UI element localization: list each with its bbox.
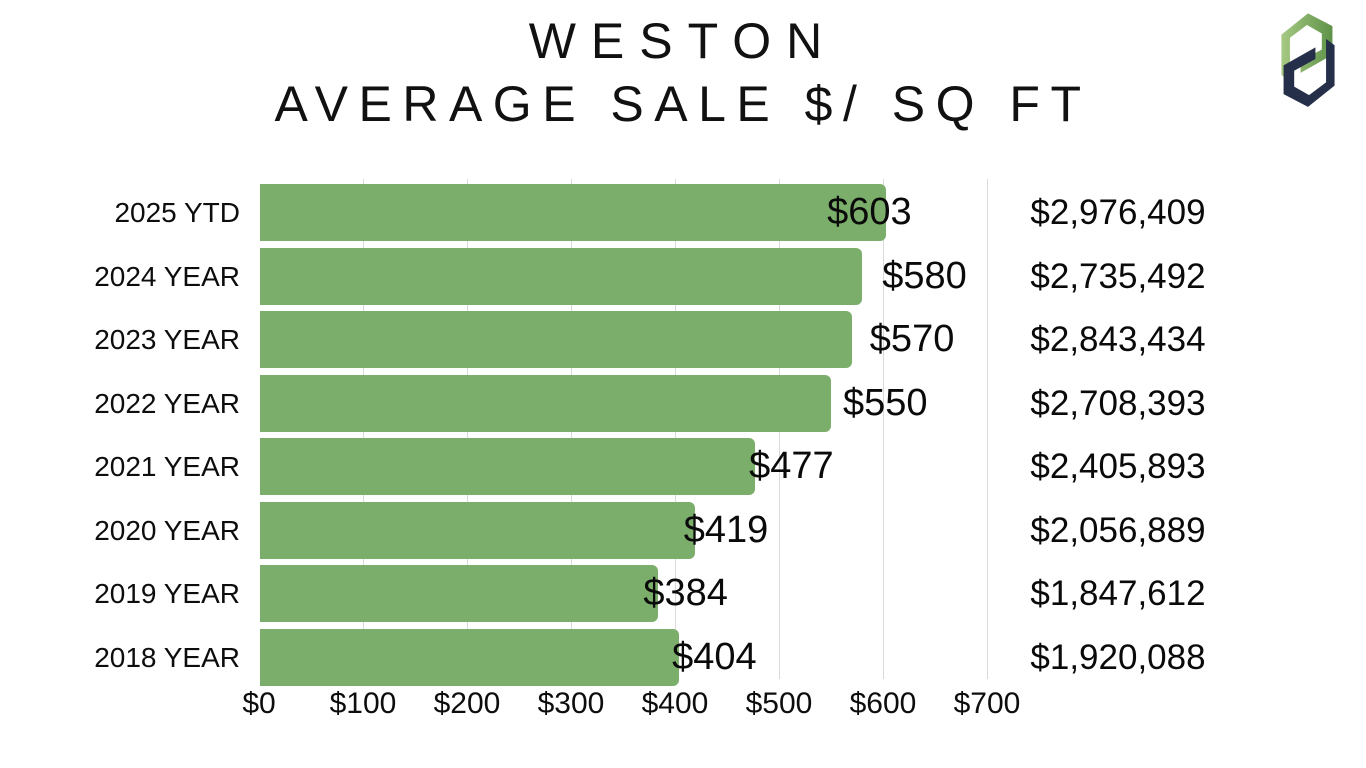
avg-sale-price-label: $2,708,393 xyxy=(1030,383,1206,423)
category-label: 2022 YEAR xyxy=(94,387,240,419)
bar-value-label: $477 xyxy=(749,445,834,487)
avg-sale-price-label: $2,735,492 xyxy=(1030,256,1206,296)
category-label: 2018 YEAR xyxy=(94,641,240,673)
avg-sale-price-label: $1,847,612 xyxy=(1030,574,1206,613)
x-axis-tick-label: $600 xyxy=(849,687,917,720)
x-axis-tick-label: $0 xyxy=(242,687,276,720)
logo-p-shape xyxy=(1281,13,1333,82)
gridline-600 xyxy=(883,179,884,679)
category-label: 2020 YEAR xyxy=(94,514,240,546)
avg-sale-price-label: $2,056,889 xyxy=(1030,510,1206,550)
avg-sale-price-label: $2,843,434 xyxy=(1030,320,1206,359)
bar xyxy=(260,184,887,241)
avg-sale-price-label: $2,976,409 xyxy=(1030,193,1206,232)
x-axis-tick-label: $300 xyxy=(537,687,605,720)
bar-value-label: $384 xyxy=(643,572,728,614)
x-axis-tick-label: $200 xyxy=(433,687,501,720)
logo-d-shape xyxy=(1283,38,1335,107)
bar xyxy=(260,565,659,622)
bar xyxy=(260,438,756,495)
title-line-2: AVERAGE SALE $/ SQ FT xyxy=(274,75,1092,132)
x-axis-tick-label: $100 xyxy=(329,687,397,720)
bar-value-label: $570 xyxy=(869,318,955,360)
category-label: 2024 YEAR xyxy=(94,260,240,292)
title-line-1: WESTON xyxy=(528,13,838,69)
bar-value-label: $603 xyxy=(827,191,912,233)
x-axis-tick-label: $700 xyxy=(953,687,1021,720)
avg-sale-price-label: $1,920,088 xyxy=(1030,637,1206,677)
bar xyxy=(260,628,680,686)
gridline-700 xyxy=(987,179,988,679)
chart-title: WESTON AVERAGE SALE $/ SQ FT xyxy=(0,10,1366,135)
bar xyxy=(260,247,863,305)
bar-value-label: $580 xyxy=(882,254,967,297)
x-axis-tick-label: $400 xyxy=(641,687,709,720)
avg-sale-price-label: $2,405,893 xyxy=(1030,447,1206,486)
category-label: 2023 YEAR xyxy=(94,324,240,355)
bar xyxy=(260,501,695,559)
x-axis-tick-label: $500 xyxy=(745,687,813,720)
category-label: 2021 YEAR xyxy=(94,451,240,482)
bar-value-label: $419 xyxy=(683,508,769,551)
bar-value-label: $550 xyxy=(843,381,928,424)
bar xyxy=(260,311,852,368)
pd-monogram-logo xyxy=(1281,13,1335,107)
bar-value-label: $404 xyxy=(672,635,757,678)
bar xyxy=(260,374,831,432)
category-label: 2019 YEAR xyxy=(94,578,240,609)
category-label: 2025 YTD xyxy=(114,197,240,228)
